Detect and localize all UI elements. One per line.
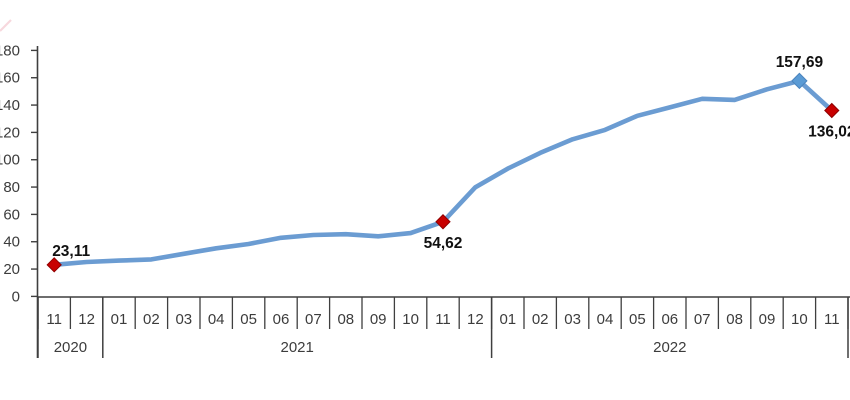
month-label: 07: [694, 311, 711, 328]
month-label: 08: [726, 311, 743, 328]
month-label: 05: [629, 311, 646, 328]
y-axis-tick-label: 0: [12, 288, 20, 305]
y-axis-tick-label: 140: [0, 97, 20, 114]
month-label: 08: [337, 311, 354, 328]
month-label: 01: [499, 311, 516, 328]
month-label: 01: [111, 311, 128, 328]
month-label: 04: [208, 311, 225, 328]
month-label: 02: [532, 311, 549, 328]
corner-artifact: [0, 19, 12, 32]
month-label: 11: [824, 311, 840, 328]
year-label: 2020: [54, 339, 87, 356]
y-axis-tick-label: 160: [0, 70, 20, 87]
y-axis-tick-label: 180: [0, 42, 20, 59]
month-label: 11: [435, 311, 451, 328]
month-label: 07: [305, 311, 322, 328]
month-label: 09: [759, 311, 776, 328]
data-point-value-label: 23,11: [52, 243, 90, 260]
y-axis-tick-label: 100: [0, 152, 20, 169]
month-label: 03: [175, 311, 192, 328]
highlight-marker-red-diamond: [824, 102, 840, 119]
y-axis-tick-label: 20: [3, 261, 20, 278]
month-label: 12: [467, 311, 484, 328]
month-label: 09: [370, 311, 387, 328]
month-label: 12: [78, 311, 95, 328]
highlight-marker-blue-diamond: [791, 72, 808, 90]
month-label: 03: [564, 311, 581, 328]
y-axis-tick-label: 60: [3, 206, 20, 223]
y-axis-tick-label: 120: [0, 124, 20, 141]
month-label: 10: [402, 311, 419, 328]
year-label: 2021: [281, 339, 314, 356]
data-point-value-label: 136,02: [808, 124, 850, 141]
month-label: 06: [273, 311, 290, 328]
month-label: 11: [46, 311, 62, 328]
data-point-value-label: 157,69: [776, 54, 824, 71]
y-axis-tick-label: 40: [3, 234, 20, 251]
month-label: 02: [143, 311, 160, 328]
month-label: 05: [240, 311, 257, 328]
month-label: 10: [791, 311, 808, 328]
year-label: 2022: [653, 339, 686, 356]
month-label: 06: [661, 311, 678, 328]
highlight-marker-red-diamond: [46, 257, 62, 273]
y-axis-tick-label: 80: [3, 179, 20, 196]
month-label: 04: [597, 311, 614, 328]
highlight-marker-red-diamond: [435, 214, 451, 230]
data-point-value-label: 54,62: [424, 235, 463, 252]
